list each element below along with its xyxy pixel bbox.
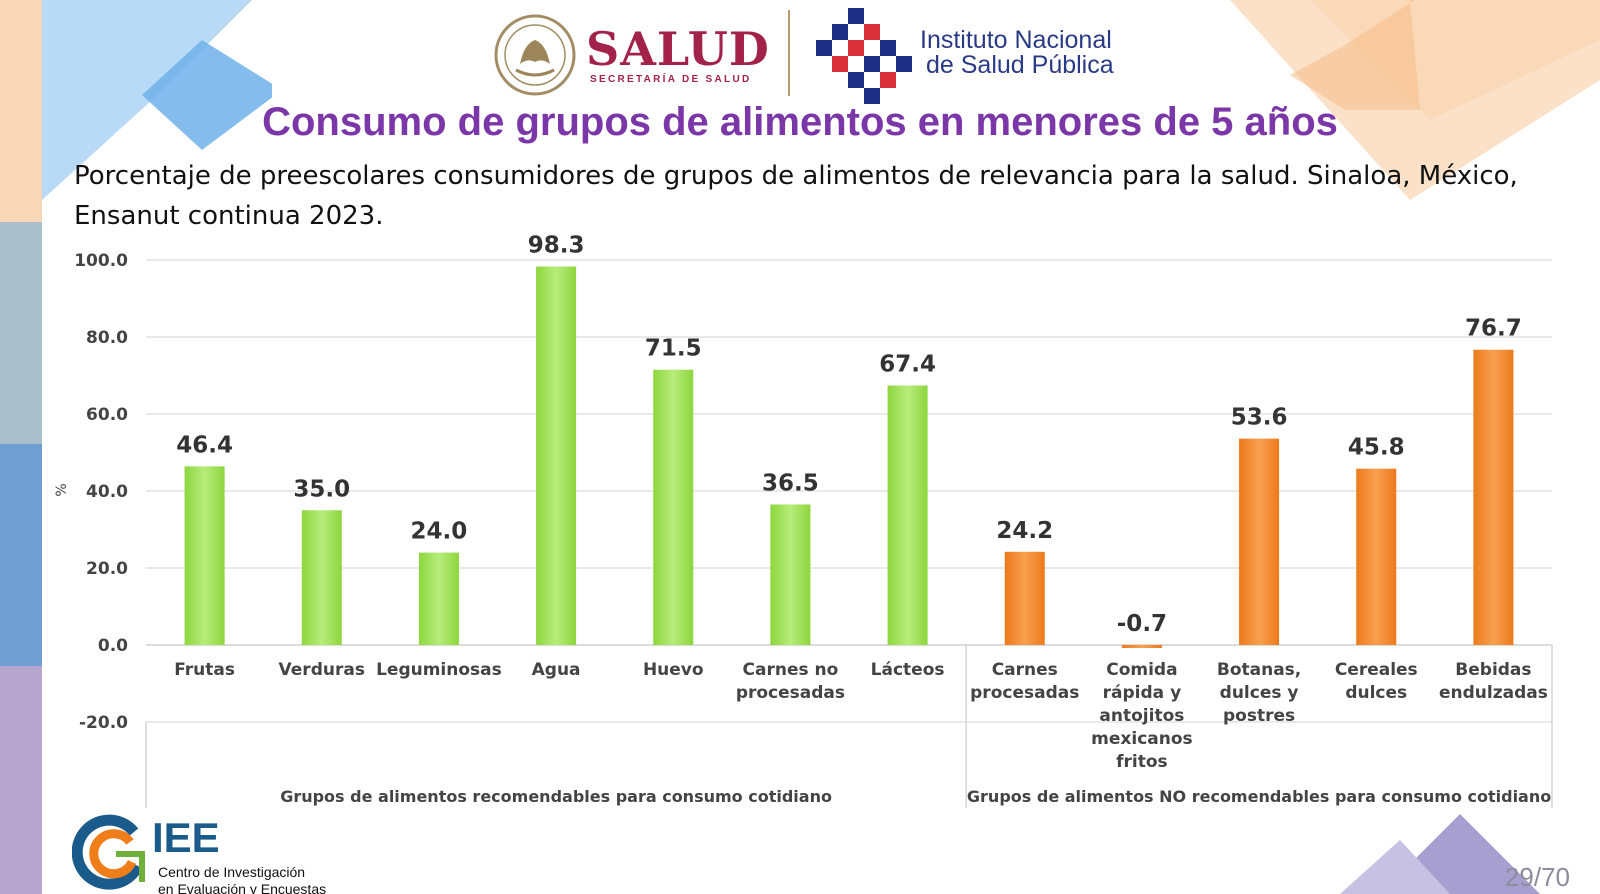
group-label: Grupos de alimentos recomendables para c… bbox=[280, 787, 832, 806]
data-label: 71.5 bbox=[645, 336, 702, 362]
chart-subtitle: Porcentaje de preescolares consumidores … bbox=[74, 161, 1518, 231]
x-tick-label: antojitos bbox=[1099, 706, 1184, 726]
bar bbox=[653, 369, 694, 645]
x-tick-label: Huevo bbox=[643, 660, 704, 680]
ciee-name-line1: Centro de Investigación bbox=[158, 864, 306, 880]
bar bbox=[1473, 349, 1514, 645]
y-tick-label: 0.0 bbox=[98, 636, 128, 656]
data-label: 24.0 bbox=[411, 519, 468, 545]
data-label: -0.7 bbox=[1117, 611, 1167, 637]
bar bbox=[1004, 551, 1045, 645]
left-stripe-blue bbox=[0, 444, 42, 666]
bar bbox=[536, 266, 577, 645]
bar bbox=[1121, 645, 1162, 648]
ciee-wordmark: IEE bbox=[152, 814, 220, 861]
bar bbox=[887, 385, 928, 645]
data-label: 76.7 bbox=[1465, 316, 1522, 342]
x-tick-label: Agua bbox=[532, 660, 581, 680]
x-tick-label: Leguminosas bbox=[376, 660, 502, 680]
insp-logo-icon bbox=[816, 8, 912, 104]
data-label: 36.5 bbox=[762, 470, 819, 496]
y-tick-label: 40.0 bbox=[86, 482, 128, 502]
bar bbox=[184, 466, 225, 645]
bar bbox=[1356, 468, 1397, 645]
data-label: 45.8 bbox=[1348, 435, 1405, 461]
x-tick-label: procesadas bbox=[736, 683, 845, 703]
x-tick-label: Carnes bbox=[992, 660, 1058, 680]
insp-name-line2: de Salud Pública bbox=[926, 51, 1114, 79]
x-tick-label: fritos bbox=[1116, 752, 1168, 772]
bar bbox=[301, 510, 342, 645]
x-tick-label: Cereales bbox=[1335, 660, 1418, 680]
y-tick-label: 20.0 bbox=[86, 559, 128, 579]
data-label: 46.4 bbox=[176, 432, 233, 458]
insp-name: Instituto Nacional de Salud Pública bbox=[920, 28, 1114, 78]
data-label: 24.2 bbox=[996, 518, 1053, 544]
x-tick-label: dulces bbox=[1345, 683, 1407, 703]
y-axis-title: % bbox=[54, 483, 70, 496]
bar bbox=[1239, 438, 1280, 645]
x-tick-label: procesadas bbox=[970, 683, 1079, 703]
y-tick-label: 60.0 bbox=[86, 405, 128, 425]
x-tick-label: endulzadas bbox=[1439, 683, 1548, 703]
bar bbox=[770, 504, 811, 645]
left-stripe-peach bbox=[0, 0, 42, 222]
data-label: 67.4 bbox=[879, 352, 936, 378]
left-stripe-lavender bbox=[0, 666, 42, 894]
x-tick-label: dulces y bbox=[1220, 683, 1299, 703]
decor-diamonds-top-right bbox=[1230, 0, 1600, 200]
ciee-ring-icon bbox=[72, 814, 145, 890]
salud-wordmark: SALUD bbox=[586, 22, 770, 76]
left-stripe-gray bbox=[0, 222, 42, 444]
bar bbox=[418, 552, 459, 645]
y-tick-label: 80.0 bbox=[86, 328, 128, 348]
logo-divider bbox=[788, 10, 790, 96]
data-label: 98.3 bbox=[528, 233, 585, 259]
data-label: 53.6 bbox=[1231, 405, 1288, 431]
data-label: 35.0 bbox=[293, 476, 350, 502]
x-tick-label: Verduras bbox=[279, 660, 365, 680]
insp-name-line1: Instituto Nacional bbox=[920, 26, 1112, 54]
x-tick-label: mexicanos bbox=[1091, 729, 1193, 749]
y-tick-label: 100.0 bbox=[74, 251, 128, 271]
x-tick-label: Frutas bbox=[174, 660, 235, 680]
group-label: Grupos de alimentos NO recomendables par… bbox=[967, 787, 1551, 806]
x-tick-label: Bebidas bbox=[1455, 660, 1531, 680]
x-tick-label: Carnes no bbox=[743, 660, 839, 680]
ciee-logo: IEE Centro de Investigación en Evaluació… bbox=[72, 812, 342, 894]
decor-diamonds-top-left bbox=[42, 0, 272, 200]
mexico-seal-icon bbox=[494, 14, 576, 96]
header-logos: SALUD SECRETARÍA DE SALUD Instituto Naci… bbox=[490, 8, 1130, 104]
x-tick-label: Comida bbox=[1106, 660, 1177, 680]
x-tick-label: Botanas, bbox=[1217, 660, 1301, 680]
ciee-name: Centro de Investigación en Evaluación y … bbox=[158, 864, 326, 894]
ciee-name-line2: en Evaluación y Encuestas bbox=[158, 881, 327, 894]
salud-subtitle: SECRETARÍA DE SALUD bbox=[590, 74, 752, 85]
x-tick-label: Lácteos bbox=[871, 660, 945, 680]
page-title: Consumo de grupos de alimentos en menore… bbox=[262, 100, 1338, 144]
decor-diamonds-bottom-right bbox=[1340, 814, 1540, 894]
x-tick-label: postres bbox=[1223, 706, 1295, 726]
y-tick-label: -20.0 bbox=[79, 713, 128, 733]
x-tick-label: rápida y bbox=[1103, 683, 1182, 703]
page-number: 29/70 bbox=[1504, 862, 1570, 892]
